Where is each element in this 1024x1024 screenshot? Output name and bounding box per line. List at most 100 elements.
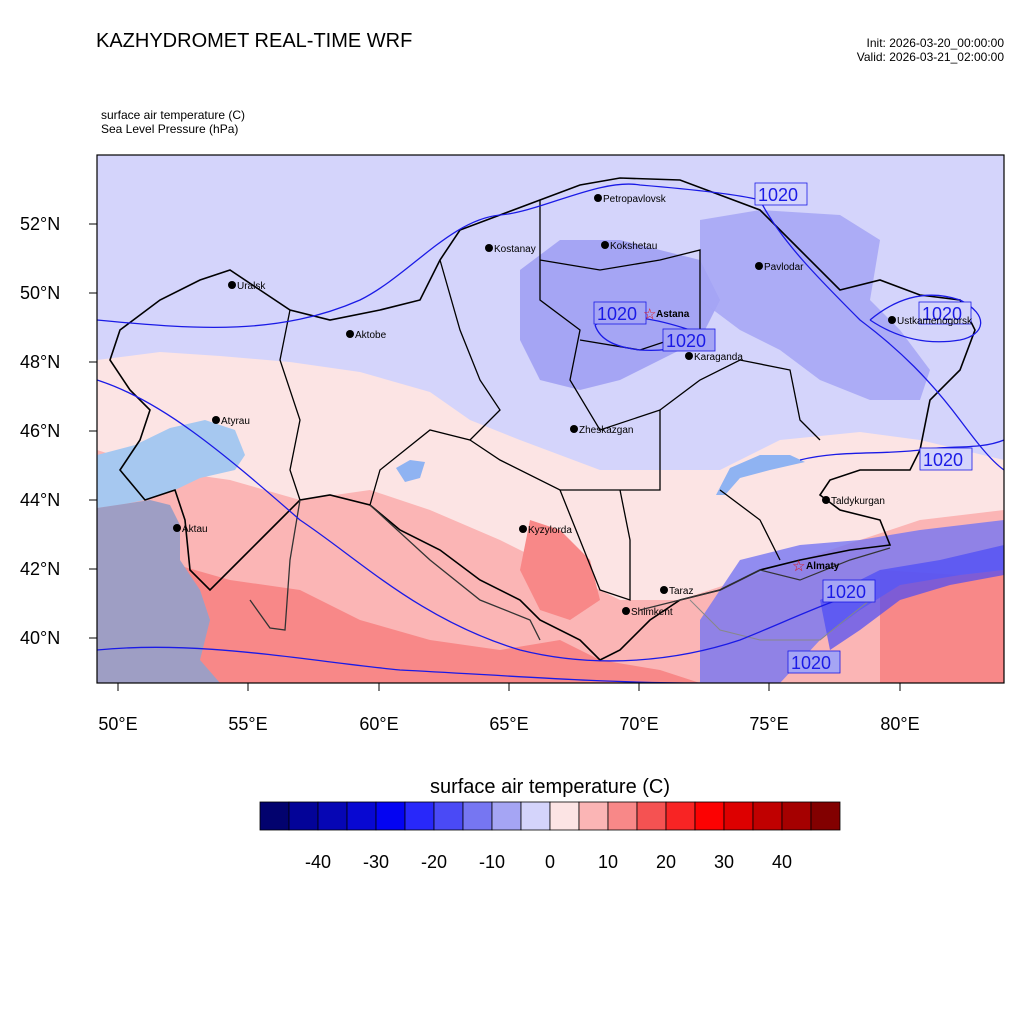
colorbar-swatch — [810, 801, 841, 831]
city-label: Atyrau — [221, 416, 250, 427]
city-dot — [485, 244, 493, 252]
city-label: Taldykurgan — [831, 496, 885, 507]
city-dot — [685, 352, 693, 360]
colorbar-swatch — [549, 801, 580, 831]
map-frame — [96, 154, 1005, 684]
colorbar-title: surface air temperature (C) — [430, 776, 670, 798]
colorbar-tick-label: -30 — [363, 852, 389, 872]
colorbar-ticks: -40 -30 -20 -10 0 10 20 30 40 — [305, 852, 792, 872]
lon-label: 75°E — [749, 714, 788, 734]
city-label: Kostanay — [494, 244, 536, 255]
isobar-south — [97, 379, 871, 662]
isobar-label-box — [662, 328, 716, 352]
isobar-label-box — [918, 301, 972, 325]
city-dot — [622, 607, 630, 615]
kazakhstan-border — [109, 177, 976, 661]
lat-label: 46°N — [20, 421, 60, 441]
isobar-label: 1020 — [826, 582, 866, 602]
colorbar-swatch — [781, 801, 812, 831]
city-dot — [228, 281, 236, 289]
isobar-label-box — [754, 182, 808, 206]
city-label: Kyzylorda — [528, 525, 572, 536]
isobar-label-box — [919, 447, 973, 471]
colorbar-swatch — [694, 801, 725, 831]
colorbar-swatch — [288, 801, 319, 831]
city-dot — [346, 330, 354, 338]
city-label: Astana — [656, 309, 690, 320]
isobar-label: 1020 — [666, 331, 706, 351]
region-border-aktobe — [369, 259, 501, 506]
temperature-fill-mountains-high — [820, 545, 1004, 650]
colorbar-tick-label: 10 — [598, 852, 618, 872]
colorbar-tick-label: 40 — [772, 852, 792, 872]
isobar-label: 1020 — [758, 185, 798, 205]
isobar-label-box — [787, 650, 841, 674]
colorbar-swatch — [636, 801, 667, 831]
colorbar-swatch — [404, 801, 435, 831]
temperature-fill-hot-south — [520, 520, 600, 620]
isobar-label-box — [822, 579, 876, 603]
run-time-info: Init: 2026-03-20_00:00:00 Valid: 2026-03… — [857, 36, 1004, 64]
colorbar-swatch — [665, 801, 696, 831]
lon-label: 70°E — [619, 714, 658, 734]
isobar-north — [97, 183, 761, 329]
city-dot — [212, 416, 220, 424]
city-label: Almaty — [806, 561, 840, 572]
city-dot — [822, 496, 830, 504]
city-label: Ustkamenogorsk — [897, 316, 973, 327]
isobar-east — [759, 199, 1004, 471]
colorbar-swatch — [607, 801, 638, 831]
region-border-central — [469, 200, 661, 491]
lat-label: 44°N — [20, 490, 60, 510]
city-dot — [570, 425, 578, 433]
caspian-sea-south — [97, 500, 220, 683]
field-labels: surface air temperature (C) Sea Level Pr… — [101, 108, 245, 136]
city-dot — [594, 194, 602, 202]
isobar-far-south — [97, 646, 701, 683]
capital-star-icon: ☆ — [792, 558, 805, 575]
latitude-axis: 52°N 50°N 48°N 46°N 44°N 42°N 40°N — [20, 214, 97, 648]
lat-label: 52°N — [20, 214, 60, 234]
lat-label: 48°N — [20, 352, 60, 372]
isobar-labels: 1020 1020 1020 1020 1020 1020 1020 — [593, 182, 973, 674]
city-label: Shimkent — [631, 607, 673, 618]
isobar-label-box — [593, 301, 647, 325]
colorbar-swatch — [752, 801, 783, 831]
region-border-west — [279, 309, 301, 501]
country-border-kyrgyz — [639, 547, 891, 611]
city-label: Karaganda — [694, 352, 743, 363]
city-label: Pavlodar — [764, 262, 804, 273]
isobar-label: 1020 — [791, 653, 831, 673]
lat-label: 40°N — [20, 628, 60, 648]
colorbar-swatch — [578, 801, 609, 831]
page-title: KAZHYDROMET REAL-TIME WRF — [96, 30, 413, 52]
city-markers: Petropavlovsk Kostanay Kokshetau Pavloda… — [173, 194, 973, 618]
field-label-pressure: Sea Level Pressure (hPa) — [101, 122, 239, 136]
city-dot — [888, 316, 896, 324]
lon-label: 65°E — [489, 714, 528, 734]
lake-balkhash — [716, 455, 805, 495]
lon-label: 60°E — [359, 714, 398, 734]
colorbar-swatch — [462, 801, 493, 831]
isobars — [97, 183, 1004, 683]
colorbar-tick-label: -40 — [305, 852, 331, 872]
city-dot — [519, 525, 527, 533]
isobar-label: 1020 — [597, 304, 637, 324]
country-border-tajik — [689, 599, 871, 641]
country-border-turkmen — [249, 499, 301, 631]
region-border-east — [659, 359, 821, 441]
colorbar-swatch — [520, 801, 551, 831]
city-dot — [173, 524, 181, 532]
city-dot — [601, 241, 609, 249]
colorbar-swatch — [723, 801, 754, 831]
isobar-label: 1020 — [922, 304, 962, 324]
region-border-south — [559, 489, 631, 601]
colorbar-swatch — [375, 801, 406, 831]
city-label: Petropavlovsk — [603, 194, 667, 205]
colorbar-tick-label: 30 — [714, 852, 734, 872]
valid-time: Valid: 2026-03-21_02:00:00 — [856, 50, 1004, 64]
lon-label: 50°E — [98, 714, 137, 734]
lon-label: 55°E — [228, 714, 267, 734]
city-label: Uralsk — [237, 281, 266, 292]
